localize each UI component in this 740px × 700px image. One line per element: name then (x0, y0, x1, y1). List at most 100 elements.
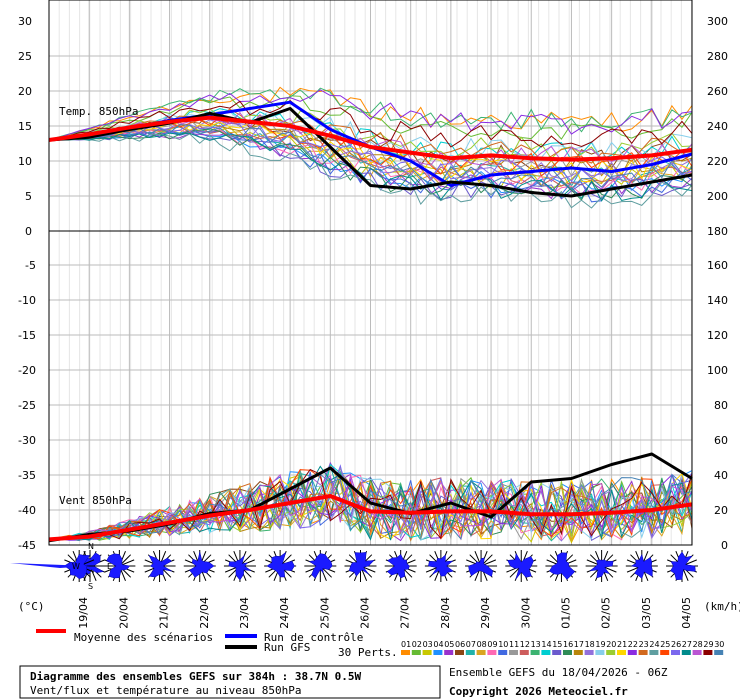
temp-perturbation-line (48, 122, 693, 183)
wind-rose (223, 550, 256, 582)
pert-number: 01 (401, 640, 411, 649)
pert-swatch (627, 650, 637, 655)
wind-rose (666, 550, 698, 582)
rose-fill (228, 554, 252, 581)
pert-number: 23 (639, 640, 649, 649)
wind-rose (143, 550, 176, 582)
pert-swatch (476, 650, 486, 655)
temp-tick-left: 5 (25, 190, 32, 203)
pert-number: 28 (693, 640, 703, 649)
wind-rose (304, 550, 337, 582)
wind-rose (465, 550, 498, 582)
date-label: 24/04 (278, 597, 291, 629)
wind-roses (10, 550, 698, 582)
date-label: 19/04 (77, 597, 90, 629)
unit-left: (°C) (18, 600, 45, 613)
date-label: 26/04 (359, 597, 372, 629)
pert-number: 21 (617, 640, 627, 649)
temp-tick-right: 260 (707, 85, 728, 98)
pert-swatch (714, 650, 724, 655)
date-label: 01/05 (559, 597, 572, 629)
pert-swatch (509, 650, 518, 655)
date-label: 28/04 (439, 597, 452, 629)
wind-rose (264, 550, 297, 582)
pert-swatch (433, 650, 443, 655)
pert-swatch (573, 650, 583, 655)
pert-number: 08 (477, 640, 487, 649)
temp-perturbation-line (48, 121, 693, 183)
legend-gfs-label: Run GFS (264, 641, 310, 654)
wind-rose (625, 550, 658, 582)
rose-fill (427, 554, 454, 577)
pert-number: 15 (552, 640, 562, 649)
wind-tick-right: 40 (714, 469, 728, 482)
wind-tick-right: 80 (714, 399, 728, 412)
axis-tick-labels: 0 180 5 200 10 220 15 240 20 260 25 280 30 300 -45 0 -40… (18, 15, 728, 552)
pert-number: 30 (714, 640, 724, 649)
pert-swatch (411, 650, 421, 655)
wind-perturbation-line (48, 468, 693, 540)
legend-mean-label: Moyenne des scénarios (74, 631, 213, 644)
pert-number: 13 (531, 640, 541, 649)
pert-swatch (649, 650, 659, 655)
date-label: 20/04 (117, 597, 130, 629)
wind-tick-left: -30 (18, 434, 36, 447)
wind-tick-right: 0 (721, 539, 728, 552)
temp-tick-left: 30 (18, 15, 32, 28)
date-label: 25/04 (318, 597, 331, 629)
rose-fill (308, 553, 333, 579)
wind-rose (344, 550, 377, 582)
pert-swatch (563, 650, 572, 655)
pert-swatch (681, 650, 691, 655)
compass-east: E (107, 562, 112, 571)
ensemble-info: Ensemble GEFS du 18/04/2026 - 06Z (449, 666, 668, 679)
rose-fill (507, 552, 534, 580)
date-label: 21/04 (158, 597, 171, 629)
rose-fill (468, 557, 494, 577)
pert-swatch (595, 650, 605, 655)
temp-tick-left: 25 (18, 50, 32, 63)
wind-rose (103, 550, 136, 582)
wind-rose (384, 550, 417, 582)
pert-swatch (606, 650, 616, 655)
wind-tick-left: -20 (18, 364, 36, 377)
date-label: 27/04 (399, 597, 412, 629)
pert-swatch (444, 650, 454, 655)
rose-fill (630, 553, 653, 579)
wind-tick-right: 160 (707, 259, 728, 272)
wind-mean-series-0 (48, 494, 693, 542)
pert-swatch (422, 650, 432, 655)
pert-swatch (465, 650, 475, 655)
perts-label: 30 Perts. (338, 646, 398, 659)
date-labels: 19/04 20/04 21/04 22/04 23/04 24/04 25/04 26/04… (77, 597, 693, 629)
wind-rose (505, 550, 538, 582)
temp-tick-left: 0 (25, 225, 32, 238)
pert-number: 25 (660, 640, 670, 649)
legend-gfs-swatch (225, 645, 257, 649)
copyright: Copyright 2026 Meteociel.fr (449, 685, 628, 698)
temp-perturbation-line (48, 99, 693, 148)
wind-tick-left: -40 (18, 504, 36, 517)
plot-frame (48, 0, 693, 546)
pert-number: 04 (433, 640, 443, 649)
temp-tick-right: 300 (707, 15, 728, 28)
rose-fill (148, 555, 173, 578)
wind-rose (183, 550, 216, 582)
date-label: 23/04 (238, 597, 251, 629)
temp-perturbation-line (48, 89, 693, 141)
temp-perturbation-line (48, 133, 693, 209)
pert-number: 16 (563, 640, 573, 649)
pert-number: 19 (595, 640, 605, 649)
temp-tick-right: 200 (707, 190, 728, 203)
temperature-panel-title: Temp. 850hPa (59, 105, 138, 118)
temp-mean-series-0 (48, 115, 693, 162)
wind-perturbation-line (48, 478, 693, 540)
wind-tick-right: 140 (707, 294, 728, 307)
wind-tick-left: -15 (18, 329, 36, 342)
temp-tick-right: 240 (707, 120, 728, 133)
compass-south: S (88, 582, 93, 591)
wind-tick-right: 20 (714, 504, 728, 517)
rose-fill (266, 551, 295, 578)
pert-number: 09 (487, 640, 497, 649)
temp-tick-right: 280 (707, 50, 728, 63)
